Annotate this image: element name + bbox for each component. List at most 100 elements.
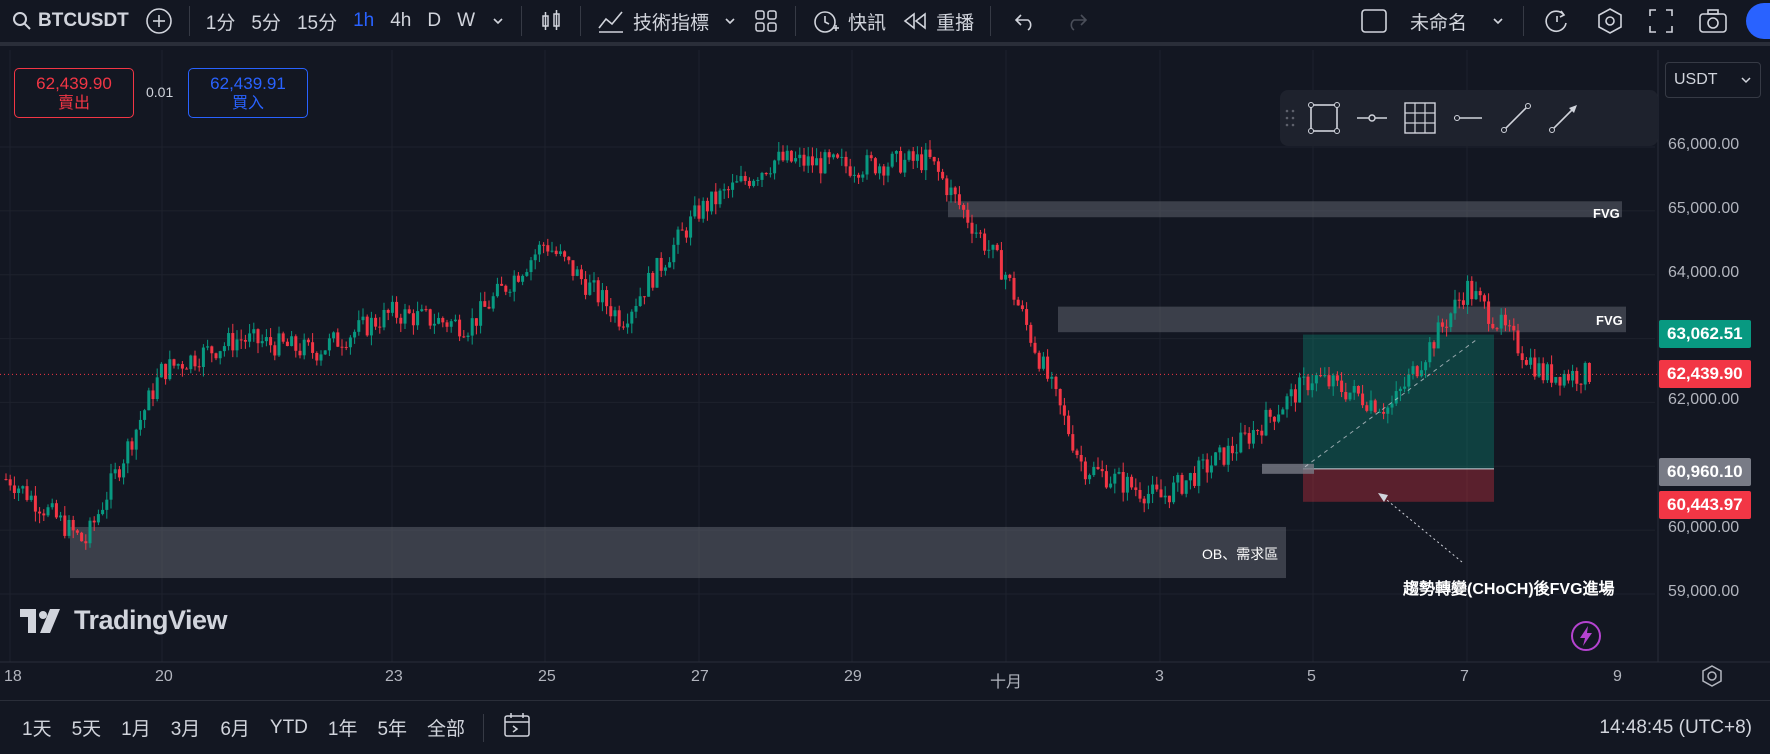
candle-down — [995, 244, 999, 251]
symbol-search[interactable]: BTCUSDT — [0, 0, 137, 42]
range-5y[interactable]: 5年 — [377, 719, 408, 740]
candle-up — [1050, 376, 1054, 379]
range-5d[interactable]: 5天 — [71, 719, 102, 740]
candle-up — [894, 151, 898, 154]
candle-up — [1537, 363, 1541, 377]
candle-up — [1449, 313, 1453, 328]
currency-label: USDT — [1674, 71, 1718, 88]
sell-button[interactable]: 62,439.90 賣出 — [14, 68, 134, 118]
candle-down — [462, 336, 466, 338]
candle-down — [928, 149, 932, 157]
range-3m[interactable]: 3月 — [170, 719, 201, 740]
time-axis[interactable]: 18 20 23 25 27 29 十月 3 5 7 9 — [0, 662, 1658, 691]
interval-15m[interactable]: 15分 — [296, 12, 338, 34]
candle-up — [1562, 373, 1566, 386]
currency-select[interactable]: USDT — [1665, 62, 1761, 98]
time-tick: 18 — [4, 668, 22, 685]
publish-button[interactable] — [1740, 0, 1770, 42]
undo-icon — [1014, 14, 1032, 31]
interval-dropdown[interactable] — [483, 0, 513, 42]
candle-up — [1403, 386, 1407, 389]
replay-button[interactable]: 重播 — [894, 0, 982, 42]
candle-up — [1092, 466, 1096, 476]
interval-d[interactable]: D — [427, 10, 442, 31]
candle-down — [445, 322, 449, 327]
arrow-tool[interactable] — [1544, 98, 1584, 138]
candle-up — [1331, 375, 1335, 387]
candle-down — [185, 368, 189, 370]
alerts-button[interactable]: 快訊 — [804, 0, 894, 42]
grid-tool[interactable] — [1400, 98, 1440, 138]
candle-down — [1222, 447, 1226, 465]
candle-down — [1533, 357, 1537, 377]
candle-down — [243, 339, 247, 342]
candle-down — [844, 156, 848, 167]
fullscreen-button[interactable] — [1636, 0, 1686, 42]
lightning-button[interactable] — [1570, 620, 1602, 657]
range-ytd[interactable]: YTD — [269, 716, 308, 738]
interval-w[interactable]: W — [457, 10, 476, 31]
compare-button[interactable] — [137, 0, 181, 42]
range-1y[interactable]: 1年 — [327, 719, 358, 740]
candle-down — [684, 230, 688, 238]
range-1m[interactable]: 1月 — [121, 719, 151, 740]
candle-up — [218, 351, 222, 359]
drawing-toolbar[interactable] — [1280, 90, 1658, 146]
layout-checkbox[interactable] — [1346, 0, 1402, 42]
callout-arrowhead — [1378, 493, 1388, 502]
candle-up — [655, 257, 659, 288]
interval-4h[interactable]: 4h — [390, 10, 412, 31]
candle-down — [857, 174, 861, 178]
drag-handle[interactable] — [1280, 98, 1300, 138]
snapshot-button[interactable] — [1686, 0, 1740, 42]
candle-up — [773, 160, 777, 174]
candle-down — [33, 495, 37, 512]
undo-button[interactable] — [999, 0, 1051, 42]
interval-1h[interactable]: 1h — [353, 10, 375, 31]
chart-type-button[interactable] — [530, 0, 572, 42]
candle-up — [525, 272, 529, 276]
candle-up — [1298, 377, 1302, 403]
tradingview-logo[interactable]: TradingView — [20, 605, 228, 636]
horizontal-line-tool[interactable] — [1448, 98, 1488, 138]
layouts-button[interactable] — [745, 0, 787, 42]
candle-down — [1268, 409, 1272, 417]
candle-up — [890, 153, 894, 167]
layout-name-button[interactable]: 未命名 — [1402, 0, 1515, 42]
candle-up — [147, 390, 151, 411]
grid-lines — [0, 50, 1770, 663]
candle-down — [12, 485, 16, 494]
range-all[interactable]: 全部 — [427, 719, 466, 740]
candle-up — [122, 463, 126, 478]
go-to-date-button[interactable] — [492, 711, 542, 745]
candle-down — [151, 390, 155, 400]
indicators-button[interactable]: 技術指標 — [589, 0, 745, 42]
tv-logo-text: TradingView — [74, 605, 228, 635]
price-chart[interactable] — [0, 50, 1770, 673]
separator — [521, 6, 523, 36]
candle-up — [768, 173, 772, 175]
horizontal-ray-tool[interactable] — [1352, 98, 1392, 138]
price-axis[interactable]: 66,000.00 65,000.00 64,000.00 62,000.00 … — [1658, 50, 1770, 673]
candle-up — [1302, 376, 1306, 378]
chart-area[interactable]: 66,000.00 65,000.00 64,000.00 62,000.00 … — [0, 50, 1770, 691]
range-6m[interactable]: 6月 — [220, 719, 250, 740]
quick-search-button[interactable] — [1532, 0, 1584, 42]
candle-down — [966, 209, 970, 223]
axis-settings-button[interactable] — [1700, 664, 1724, 693]
settings-button[interactable] — [1584, 0, 1636, 42]
candle-down — [1344, 391, 1348, 400]
candle-up — [1146, 493, 1150, 504]
rectangle-tool[interactable] — [1304, 98, 1344, 138]
trend-line-tool[interactable] — [1496, 98, 1536, 138]
candle-up — [1466, 280, 1470, 305]
interval-5m[interactable]: 5分 — [251, 12, 281, 34]
last-price-label: 62,439.90 — [1659, 360, 1751, 388]
range-1d[interactable]: 1天 — [22, 719, 52, 740]
spread-value: 0.01 — [146, 84, 174, 100]
interval-1m[interactable]: 1分 — [205, 12, 236, 34]
buy-button[interactable]: 62,439.91 買入 — [188, 68, 308, 118]
redo-button[interactable] — [1051, 0, 1103, 42]
clock-display[interactable]: 14:48:45 (UTC+8) — [1599, 716, 1752, 738]
candle-up — [722, 189, 726, 191]
